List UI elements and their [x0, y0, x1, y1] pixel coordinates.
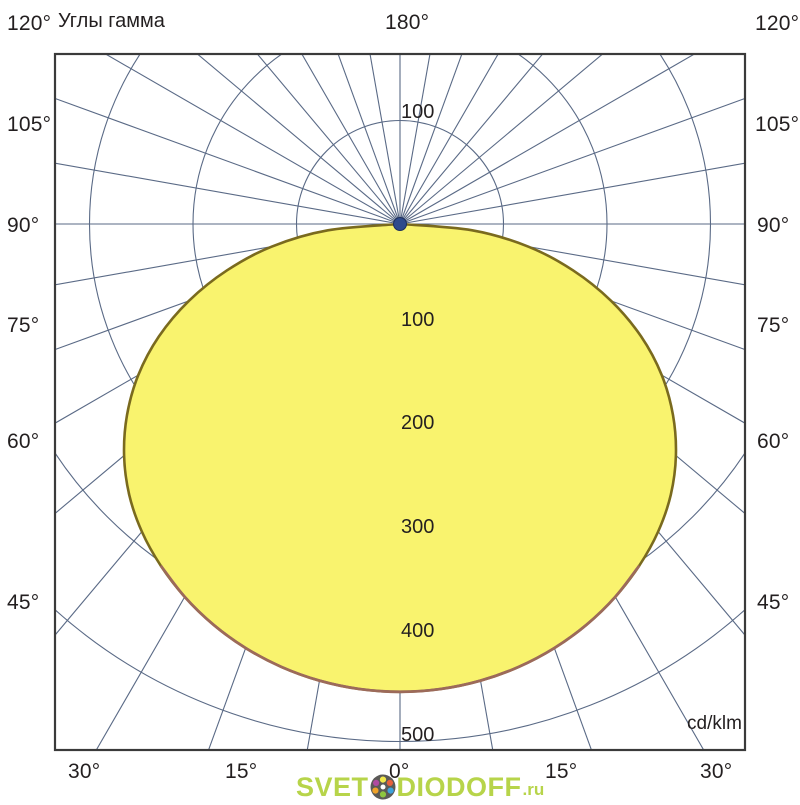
grid-spoke-50	[399, 54, 604, 225]
axis-label-right-75: 75°	[757, 314, 790, 337]
page-title: Углы гамма	[58, 10, 165, 32]
pole-marker	[393, 217, 407, 231]
watermark-text-svet: SVET	[296, 771, 369, 802]
grid-spoke-30	[399, 54, 499, 225]
radial-label-100-top: 100	[401, 101, 435, 123]
axis-label-right-90: 90°	[757, 214, 790, 237]
grid-spoke-320	[256, 54, 401, 225]
radial-label-300: 300	[401, 516, 435, 538]
flower-logo-icon	[370, 774, 396, 800]
grid-spoke-10	[399, 54, 431, 225]
axis-label-bottom-15-left: 15°	[225, 760, 258, 783]
axis-label-left-90: 90°	[7, 214, 40, 237]
axis-label-bottom-15-right: 15°	[545, 760, 578, 783]
grid-spoke-300	[104, 54, 401, 225]
axis-label-right-120: 120°	[755, 12, 800, 35]
grid-spoke-60	[399, 54, 696, 225]
grid-spoke-350	[369, 54, 401, 225]
grid-spoke-330	[301, 54, 401, 225]
axis-label-left-45: 45°	[7, 591, 40, 614]
axis-label-right-60: 60°	[757, 430, 790, 453]
grid-spoke-280	[55, 162, 401, 225]
grid-spoke-260	[55, 223, 401, 286]
axis-label-bottom-0: 0°	[389, 760, 410, 783]
grid-spoke-70	[399, 97, 745, 225]
axis-label-bottom-30-right: 30°	[700, 760, 733, 783]
grid-spoke-80	[399, 162, 745, 225]
luminous-intensity-curve-lower	[159, 564, 641, 694]
axis-label-top-180: 180°	[385, 11, 430, 34]
axis-label-left-105: 105°	[7, 113, 52, 136]
unit-label: cd/klm	[687, 713, 742, 734]
axis-label-right-45: 45°	[757, 591, 790, 614]
radial-label-200: 200	[401, 412, 435, 434]
axis-label-right-105: 105°	[755, 113, 800, 136]
axis-label-bottom-30-left: 30°	[68, 760, 101, 783]
watermark-text-diodoff: DIODOFF	[396, 771, 522, 802]
luminous-intensity-area	[124, 224, 676, 692]
plot-frame	[53, 52, 747, 752]
watermark: SVET DIODOFF .ru	[296, 772, 544, 802]
axis-label-left-120: 120°	[7, 12, 52, 35]
grid-spoke-290	[55, 97, 401, 225]
grid-spoke-20	[399, 54, 463, 225]
axis-label-left-60: 60°	[7, 430, 40, 453]
grid-spoke-310	[196, 54, 401, 225]
radial-label-500: 500	[401, 724, 435, 746]
grid-spoke-40	[399, 54, 544, 225]
radial-label-100: 100	[401, 309, 435, 331]
grid-spoke-340	[337, 54, 401, 225]
radial-label-400: 400	[401, 620, 435, 642]
watermark-text-tld: .ru	[522, 780, 545, 799]
grid-spoke-100	[399, 223, 745, 286]
axis-label-left-75: 75°	[7, 314, 40, 337]
